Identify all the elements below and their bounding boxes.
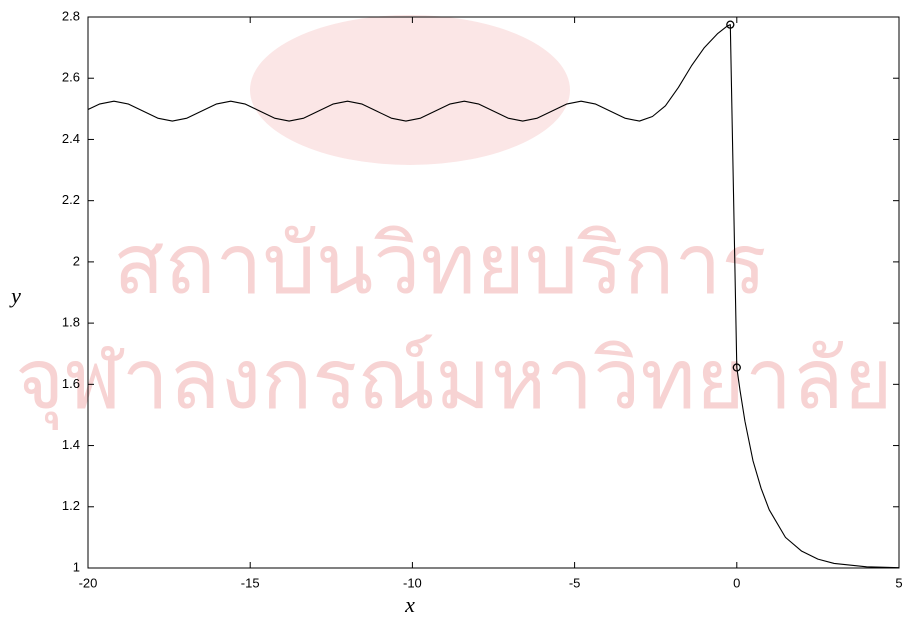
y-tick-label: 2 <box>73 253 80 268</box>
chart: สถาบันวิทยบริการ จุฬาลงกรณ์มหาวิทยาลัย x… <box>0 0 908 625</box>
watermark: สถาบันวิทยบริการ จุฬาลงกรณ์มหาวิทยาลัย <box>15 15 893 431</box>
y-tick-label: 2.4 <box>62 131 80 146</box>
x-tick-label: -5 <box>569 575 581 590</box>
x-axis-title: x <box>404 592 415 617</box>
y-tick-label: 1 <box>73 559 80 574</box>
y-axis-title: y <box>9 283 21 308</box>
y-tick-label: 1.2 <box>62 498 80 513</box>
x-tick-label: -20 <box>79 575 98 590</box>
watermark-text: สถาบันวิทยบริการ <box>113 215 766 313</box>
x-tick-label: -10 <box>403 575 422 590</box>
y-tick-label: 1.8 <box>62 315 80 330</box>
x-tick-label: 5 <box>895 575 902 590</box>
x-tick-label: -15 <box>241 575 260 590</box>
x-tick-label: 0 <box>733 575 740 590</box>
watermark-emblem <box>250 15 570 165</box>
y-tick-label: 1.4 <box>62 437 80 452</box>
watermark-text: จุฬาลงกรณ์มหาวิทยาลัย <box>15 330 893 431</box>
y-tick-label: 1.6 <box>62 376 80 391</box>
y-tick-label: 2.2 <box>62 192 80 207</box>
y-tick-label: 2.8 <box>62 8 80 23</box>
y-tick-label: 2.6 <box>62 70 80 85</box>
